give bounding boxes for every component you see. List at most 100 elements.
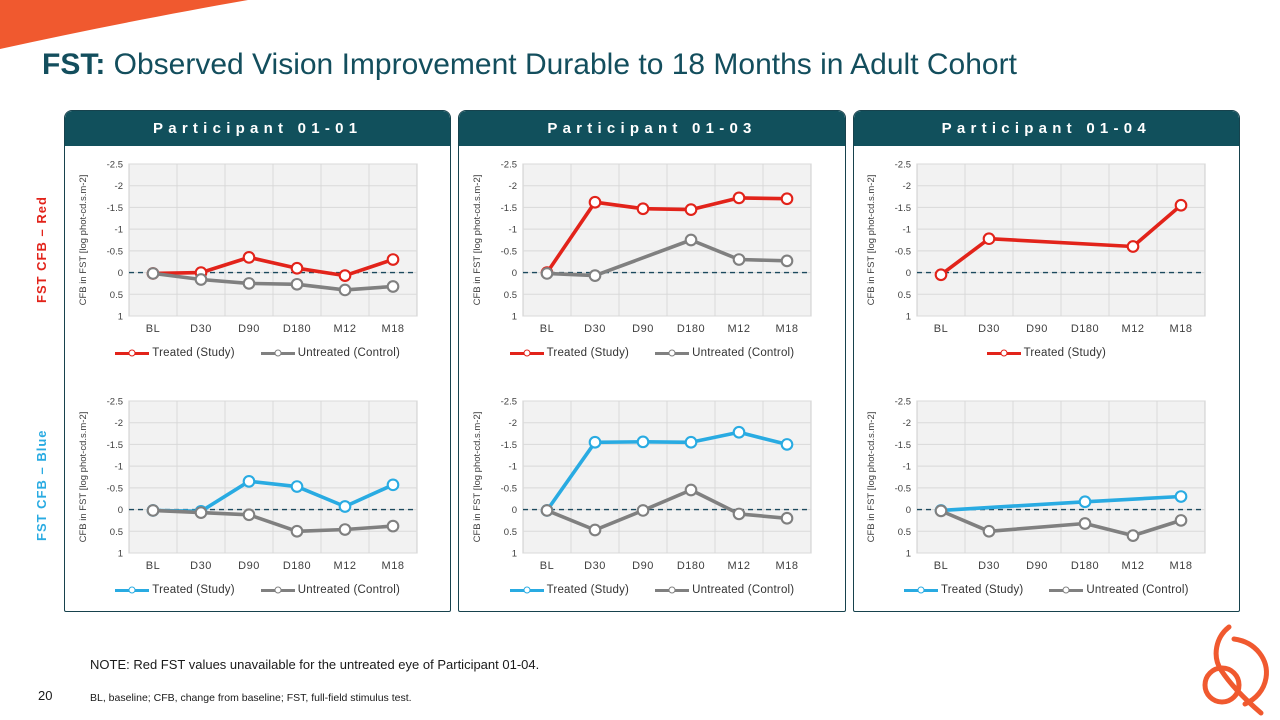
legend-label: Untreated (Control)	[1086, 584, 1189, 596]
y-axis-title: CFB in FST [log phot-cd.s.m-2]	[866, 412, 877, 543]
legend-line-marker-icon	[986, 349, 1021, 357]
chart-legend: Treated (Study) Untreated (Control)	[71, 343, 445, 363]
chart-plot: -2.5 -2 -1.5 -1 -0.5 0 0.5 1 CFB in FST [log pho…	[866, 160, 1206, 335]
chart-plot: -2.5 -2 -1.5 -1 -0.5 0 0.5 1 CFB in FST [log pho…	[866, 397, 1206, 572]
svg-text:0: 0	[906, 505, 911, 516]
svg-text:D30: D30	[190, 323, 212, 335]
panel-body: -2.5 -2 -1.5 -1 -0.5 0 0.5 1 CFB in FST [log pho…	[65, 146, 450, 600]
svg-text:1: 1	[117, 312, 122, 323]
svg-text:BL: BL	[145, 560, 159, 572]
row-label-fst-cfb-red: FST CFB – Red	[34, 196, 49, 304]
legend-item: Treated (Study)	[986, 343, 1107, 363]
svg-text:0: 0	[512, 268, 517, 279]
chart-legend: Treated (Study) Untreated (Control)	[859, 580, 1233, 600]
row-label-fst-cfb-blue: FST CFB – Blue	[34, 429, 49, 541]
abbreviations-footnote: BL, baseline; CFB, change from baseline;…	[90, 692, 412, 704]
y-axis-title: CFB in FST [log phot-cd.s.m-2]	[78, 175, 89, 306]
legend-line-marker-icon	[115, 349, 150, 357]
svg-text:-0.5: -0.5	[106, 483, 122, 494]
svg-text:D90: D90	[632, 323, 654, 335]
legend-line-marker-icon	[260, 586, 295, 594]
legend-line-marker-icon	[260, 349, 295, 357]
svg-text:1: 1	[906, 549, 911, 560]
legend-line-marker-icon	[655, 586, 690, 594]
legend-label: Untreated (Control)	[692, 347, 795, 359]
corner-swoosh-shape	[0, 0, 248, 49]
panel-body: -2.5 -2 -1.5 -1 -0.5 0 0.5 1 CFB in FST [log pho…	[459, 146, 844, 600]
panel-participant-01-01: Participant 01-01 -2.5 -2 -1.5 -1 -0.5 0 0.5 1 C…	[64, 110, 452, 612]
page-title-prefix: FST:	[42, 48, 106, 81]
chart-fst-cfb-red-01-03: -2.5 -2 -1.5 -1 -0.5 0 0.5 1 CFB in FST [log pho…	[465, 152, 839, 363]
svg-text:M18: M18	[381, 560, 404, 572]
svg-text:M12: M12	[333, 323, 356, 335]
svg-text:0.5: 0.5	[898, 290, 911, 301]
svg-text:D180: D180	[283, 560, 311, 572]
legend-label: Treated (Study)	[1023, 347, 1107, 359]
svg-text:-0.5: -0.5	[895, 246, 911, 257]
chart-legend: Treated (Study) Untreated (Control)	[71, 580, 445, 600]
svg-text:M12: M12	[728, 323, 751, 335]
svg-text:D30: D30	[190, 560, 212, 572]
svg-text:-1.5: -1.5	[895, 440, 911, 451]
svg-text:1: 1	[117, 549, 122, 560]
page-number: 20	[38, 688, 53, 703]
svg-text:M18: M18	[776, 560, 799, 572]
legend-label: Treated (Study)	[152, 347, 235, 359]
svg-text:BL: BL	[934, 323, 948, 335]
legend-item: Untreated (Control)	[260, 580, 400, 600]
svg-text:D90: D90	[238, 560, 260, 572]
svg-text:-0.5: -0.5	[106, 246, 122, 257]
legend-label: Untreated (Control)	[297, 584, 400, 596]
svg-text:-2: -2	[114, 418, 122, 429]
chart-fst-cfb-blue-01-04: -2.5 -2 -1.5 -1 -0.5 0 0.5 1 CFB in FST [log pho…	[859, 389, 1233, 600]
legend-label: Treated (Study)	[546, 347, 630, 359]
svg-text:M18: M18	[1170, 323, 1193, 335]
chart-fst-cfb-blue-01-01: -2.5 -2 -1.5 -1 -0.5 0 0.5 1 CFB in FST [log pho…	[71, 389, 445, 600]
participant-panels: Participant 01-01 -2.5 -2 -1.5 -1 -0.5 0 0.5 1 C…	[64, 110, 1240, 612]
legend-line-marker-icon	[115, 586, 150, 594]
svg-text:BL: BL	[934, 560, 948, 572]
legend-label: Untreated (Control)	[692, 584, 795, 596]
svg-text:M18: M18	[776, 323, 799, 335]
y-axis-title: CFB in FST [log phot-cd.s.m-2]	[866, 175, 877, 306]
svg-text:-2: -2	[509, 418, 517, 429]
legend-item: Treated (Study)	[115, 343, 235, 363]
svg-text:-0.5: -0.5	[501, 246, 517, 257]
svg-text:0.5: 0.5	[898, 527, 911, 538]
chart-legend: Treated (Study)	[859, 343, 1233, 363]
legend-label: Untreated (Control)	[297, 347, 400, 359]
svg-text:D90: D90	[632, 560, 654, 572]
svg-text:-2: -2	[903, 418, 911, 429]
svg-text:M12: M12	[333, 560, 356, 572]
legend-line-marker-icon	[509, 349, 544, 357]
legend-label: Treated (Study)	[940, 584, 1024, 596]
svg-text:-1.5: -1.5	[106, 440, 122, 451]
svg-text:D180: D180	[1071, 560, 1099, 572]
legend-label: Treated (Study)	[546, 584, 630, 596]
svg-text:0: 0	[512, 505, 517, 516]
legend-item: Untreated (Control)	[1049, 580, 1188, 600]
panel-participant-01-04: Participant 01-04 -2.5 -2 -1.5 -1 -0.5 0 0.5 1 C…	[852, 110, 1240, 612]
y-axis-title: CFB in FST [log phot-cd.s.m-2]	[472, 175, 483, 306]
svg-text:M18: M18	[381, 323, 404, 335]
svg-text:M18: M18	[1170, 560, 1193, 572]
legend-label: Treated (Study)	[152, 584, 235, 596]
svg-text:1: 1	[512, 549, 517, 560]
panel-header: Participant 01-01	[65, 111, 451, 146]
svg-text:0: 0	[117, 505, 122, 516]
svg-text:-1: -1	[114, 225, 122, 236]
chart-fst-cfb-red-01-01: -2.5 -2 -1.5 -1 -0.5 0 0.5 1 CFB in FST [log pho…	[71, 152, 445, 363]
chart-fst-cfb-blue-01-03: -2.5 -2 -1.5 -1 -0.5 0 0.5 1 CFB in FST [log pho…	[465, 389, 839, 600]
svg-text:-1.5: -1.5	[106, 203, 122, 214]
svg-text:-1.5: -1.5	[895, 203, 911, 214]
svg-text:D30: D30	[978, 323, 1000, 335]
svg-text:1: 1	[906, 312, 911, 323]
chart-plot: -2.5 -2 -1.5 -1 -0.5 0 0.5 1 CFB in FST [log pho…	[78, 397, 418, 572]
svg-text:-1: -1	[903, 462, 911, 473]
svg-text:D30: D30	[978, 560, 1000, 572]
svg-text:-2.5: -2.5	[501, 160, 517, 171]
legend-line-marker-icon	[1049, 586, 1084, 594]
svg-text:-1: -1	[509, 462, 517, 473]
svg-text:BL: BL	[145, 323, 159, 335]
svg-text:M12: M12	[1122, 323, 1145, 335]
